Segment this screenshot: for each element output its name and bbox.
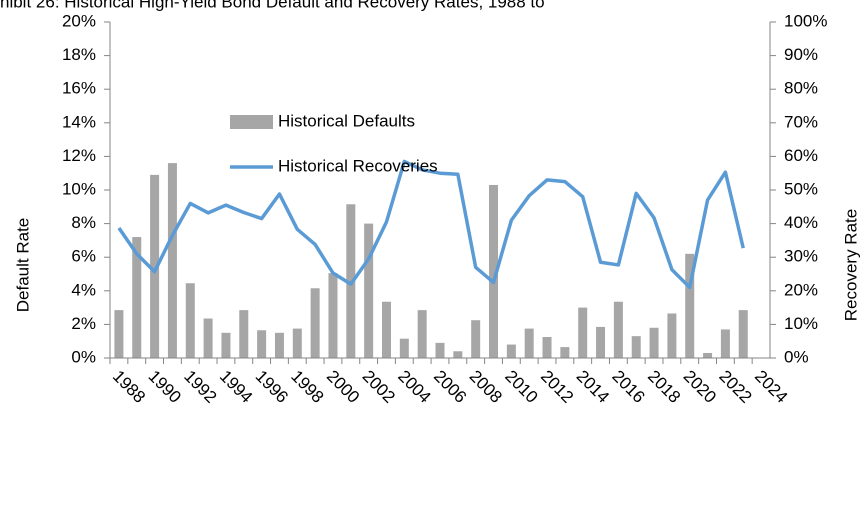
line <box>117 159 745 290</box>
x-tick-label: 1990 <box>145 367 185 407</box>
chart-title: hibit 26: Historical High-Yield Bond Def… <box>0 0 545 11</box>
bar <box>631 336 641 358</box>
y2-tick-label: 80% <box>784 79 818 98</box>
bar <box>453 351 463 358</box>
bar <box>203 318 213 358</box>
y-tick-label: 0% <box>71 347 96 366</box>
y2-tick-label: 0% <box>784 347 809 366</box>
y-tick-label: 6% <box>71 247 96 266</box>
x-tick-label: 2002 <box>359 367 399 407</box>
legend-swatch <box>230 115 273 129</box>
y-tick-label: 2% <box>71 314 96 333</box>
legend-label: Historical Defaults <box>278 111 415 130</box>
bar <box>489 184 499 358</box>
y-tick-label: 4% <box>71 280 96 299</box>
y-tick-label: 20% <box>62 11 96 30</box>
bar <box>310 288 320 358</box>
bar <box>185 283 195 358</box>
bar <box>328 273 338 358</box>
bar <box>578 307 588 358</box>
bar <box>364 223 374 358</box>
y-tick-label: 8% <box>71 213 96 232</box>
y-tick-label: 16% <box>62 79 96 98</box>
x-tick-label: 2024 <box>751 367 791 407</box>
bar <box>435 342 445 358</box>
y2-tick-label: 50% <box>784 179 818 198</box>
bar <box>667 313 677 358</box>
legend-label: Historical Recoveries <box>278 156 438 175</box>
x-tick-label: 1992 <box>180 367 220 407</box>
bar <box>560 347 570 358</box>
bar <box>274 332 284 358</box>
bar <box>649 327 659 358</box>
bar <box>381 301 391 358</box>
x-tick-label: 1996 <box>252 367 292 407</box>
bar <box>221 332 231 358</box>
x-tick-label: 1998 <box>287 367 327 407</box>
y2-tick-label: 10% <box>784 314 818 333</box>
bar <box>524 328 534 358</box>
bar <box>257 330 267 358</box>
y2-tick-label: 30% <box>784 247 818 266</box>
x-tick-label: 2006 <box>430 367 470 407</box>
bar <box>685 253 695 358</box>
x-tick-label: 2016 <box>608 367 648 407</box>
y2-tick-label: 60% <box>784 146 818 165</box>
bar <box>114 310 124 358</box>
bar <box>720 329 730 358</box>
bar <box>417 310 427 358</box>
bar <box>471 320 481 358</box>
y-axis-label: Default Rate <box>13 218 32 313</box>
bar <box>399 338 409 358</box>
bar <box>613 301 623 358</box>
y-tick-label: 18% <box>62 45 96 64</box>
bar <box>738 310 748 358</box>
x-tick-label: 2022 <box>715 367 755 407</box>
bar <box>132 237 142 358</box>
bar <box>239 310 249 358</box>
y2-tick-label: 100% <box>784 11 827 30</box>
x-tick-label: 2000 <box>323 367 363 407</box>
y2-tick-label: 20% <box>784 280 818 299</box>
y-tick-label: 12% <box>62 146 96 165</box>
x-tick-label: 1988 <box>109 367 149 407</box>
bar <box>506 344 516 358</box>
bar <box>542 337 552 358</box>
x-tick-label: 2018 <box>644 367 684 407</box>
x-tick-label: 2014 <box>573 367 613 407</box>
bar <box>167 163 177 358</box>
bar <box>292 328 302 358</box>
x-tick-label: 2020 <box>680 367 720 407</box>
x-tick-label: 2004 <box>394 367 434 407</box>
bar <box>703 352 713 358</box>
y2-tick-label: 40% <box>784 213 818 232</box>
x-tick-label: 2012 <box>537 367 577 407</box>
x-tick-label: 1994 <box>216 367 256 407</box>
x-tick-label: 2010 <box>501 367 541 407</box>
y2-tick-label: 70% <box>784 112 818 131</box>
x-tick-label: 2008 <box>466 367 506 407</box>
bar <box>150 174 160 358</box>
y2-tick-label: 90% <box>784 45 818 64</box>
y-tick-label: 10% <box>62 179 96 198</box>
y2-axis-label: Recovery Rate <box>841 209 860 321</box>
bar <box>596 326 606 358</box>
y-tick-label: 14% <box>62 112 96 131</box>
